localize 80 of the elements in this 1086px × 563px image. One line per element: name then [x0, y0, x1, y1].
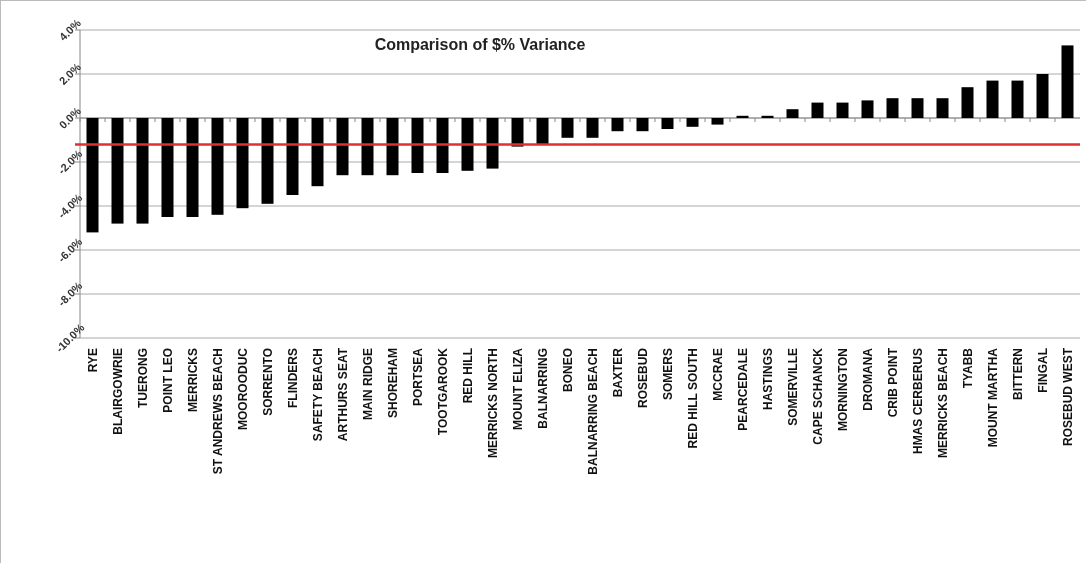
x-tick-label: ROSEBUD: [635, 347, 650, 409]
bar: [1011, 80, 1024, 118]
x-tick-label: RYE: [85, 348, 100, 373]
x-tick-label: MAIN RIDGE: [360, 348, 375, 420]
bar: [936, 98, 949, 118]
bar: [611, 118, 624, 132]
x-tick-label: MOOROODUC: [235, 347, 250, 430]
x-tick-label: BALNARRING: [535, 348, 550, 429]
bar: [136, 118, 149, 224]
bar: [586, 118, 599, 138]
x-tick-label: PORTSEA: [410, 347, 425, 407]
bar: [411, 118, 424, 173]
bar: [486, 118, 499, 169]
bar: [1036, 74, 1049, 118]
x-tick-label: HASTINGS: [760, 348, 775, 411]
x-tick-label: MERRICKS NORTH: [485, 348, 500, 458]
x-tick-label: BALNARRING BEACH: [585, 348, 600, 475]
bar: [861, 100, 874, 118]
x-tick-label: CRIB POINT: [885, 347, 900, 418]
x-tick-label: MOUNT MARTHA: [985, 347, 1000, 448]
x-tick-label: MORNINGTON: [835, 348, 850, 432]
bar: [236, 118, 249, 209]
bar: [736, 115, 749, 118]
bar: [686, 118, 699, 127]
x-tick-label: MCCRAE: [710, 348, 725, 401]
x-tick-label: BITTERN: [1010, 348, 1025, 400]
bar: [561, 118, 574, 138]
bar: [1061, 45, 1074, 118]
x-tick-label: SORRENTO: [260, 348, 275, 416]
x-tick-label: TOOTGAROOK: [435, 347, 450, 436]
x-tick-label: HMAS CERBERUS: [910, 348, 925, 455]
x-tick-label: BAXTER: [610, 347, 625, 398]
x-tick-label: FINGAL: [1035, 348, 1050, 393]
bar: [461, 118, 474, 171]
bar: [436, 118, 449, 173]
bar: [311, 118, 324, 187]
bar: [911, 98, 924, 118]
bar: [286, 118, 299, 195]
x-tick-label: TUERONG: [135, 348, 150, 408]
x-tick-label: PEARCEDALE: [735, 348, 750, 431]
bar: [161, 118, 174, 217]
bar: [786, 109, 799, 118]
bar: [986, 80, 999, 118]
bar: [661, 118, 674, 129]
x-tick-label: SOMERVILLE: [785, 348, 800, 426]
bar: [186, 118, 199, 217]
x-tick-label: CAPE SCHANCK: [810, 347, 825, 445]
bar: [636, 118, 649, 132]
x-tick-label: SHOREHAM: [385, 348, 400, 419]
x-tick-label: SAFETY BEACH: [310, 348, 325, 442]
bar: [261, 118, 274, 204]
bar: [386, 118, 399, 176]
bar: [886, 98, 899, 118]
bar: [361, 118, 374, 176]
x-tick-label: ARTHURS SEAT: [335, 347, 350, 442]
x-tick-label: MERRICKS: [185, 348, 200, 413]
x-tick-label: FLINDERS: [285, 348, 300, 408]
x-tick-label: ROSEBUD WEST: [1060, 347, 1075, 447]
chart-title: Comparison of $% Variance: [374, 36, 586, 53]
bar: [86, 118, 99, 233]
x-tick-label: TYABB: [960, 347, 975, 389]
bar: [961, 87, 974, 118]
x-tick-label: ST ANDREWS BEACH: [210, 348, 225, 475]
bar: [211, 118, 224, 215]
bar: [711, 118, 724, 125]
bar: [761, 115, 774, 118]
x-tick-label: BLAIRGOWRIE: [110, 348, 125, 435]
bar: [336, 118, 349, 176]
bar: [111, 118, 124, 224]
bar: [836, 102, 849, 118]
x-tick-label: POINT LEO: [160, 348, 175, 413]
x-tick-label: MERRICKS BEACH: [935, 348, 950, 459]
x-tick-label: MOUNT ELIZA: [510, 347, 525, 430]
x-tick-label: BONEO: [560, 348, 575, 393]
x-tick-label: SOMERS: [660, 348, 675, 401]
x-tick-label: RED HILL: [460, 348, 475, 404]
x-tick-label: DROMANA: [860, 347, 875, 411]
bar: [811, 102, 824, 118]
x-tick-label: RED HILL SOUTH: [685, 348, 700, 449]
bar: [536, 118, 549, 145]
